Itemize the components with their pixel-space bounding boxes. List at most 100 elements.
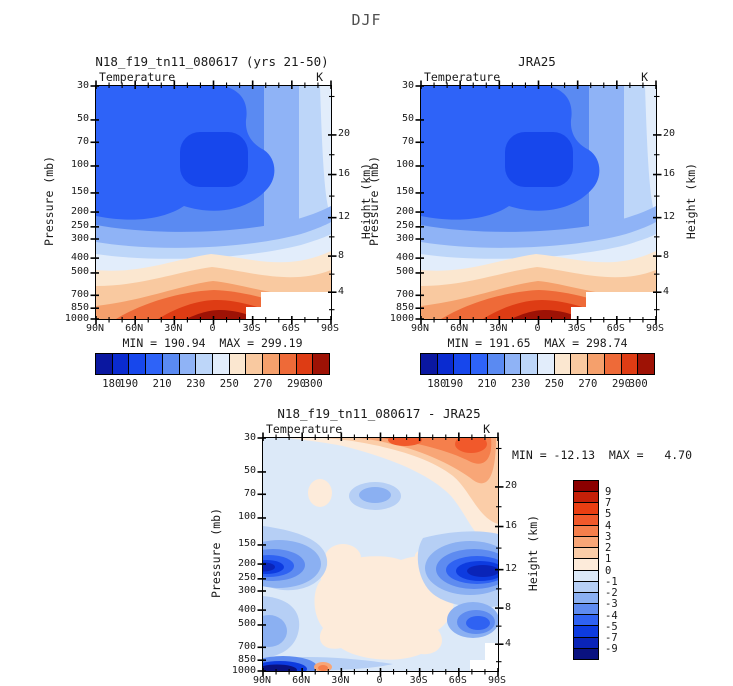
pressure-tick-label: 150 bbox=[70, 186, 89, 198]
colorbar-tick-label: -1 bbox=[605, 575, 618, 588]
colorbar-tick-label: 0 bbox=[605, 564, 612, 577]
colorbar-cell bbox=[504, 354, 522, 374]
pressure-tick-labels: 30 50 70 100 150 200 250 300 400 500 700 850 1000 bbox=[202, 432, 256, 676]
latitude-tick-labels: 90N 60N 30N 0 30S 60S 90S bbox=[253, 675, 506, 686]
pressure-tick-label: 200 bbox=[237, 557, 256, 569]
contour-plot-difference bbox=[257, 432, 504, 677]
latitude-tick-label: 60S bbox=[281, 323, 300, 334]
latitude-tick-label: 60N bbox=[125, 323, 144, 334]
colorbar-cell bbox=[604, 354, 622, 374]
colorbar-cell bbox=[179, 354, 197, 374]
height-tick-label: 8 bbox=[338, 249, 345, 261]
pressure-tick-label: 70 bbox=[401, 135, 414, 147]
height-tick-label: 8 bbox=[663, 249, 670, 261]
pressure-tick-label: 50 bbox=[401, 113, 414, 125]
pressure-tick-labels: 30 50 70 100 150 200 250 300 400 500 700 850 1000 bbox=[360, 80, 414, 324]
pressure-tick-label: 500 bbox=[395, 266, 414, 278]
pressure-tick-label: 700 bbox=[395, 288, 414, 300]
colorbar-cell bbox=[574, 570, 598, 582]
colorbar-cell bbox=[313, 354, 330, 374]
temperature-colorbar bbox=[95, 353, 330, 375]
latitude-tick-label: 0 bbox=[534, 323, 541, 334]
colorbar-cell bbox=[471, 354, 488, 374]
pressure-tick-label: 300 bbox=[237, 584, 256, 596]
colorbar-tick-label: -5 bbox=[605, 620, 618, 633]
latitude-tick-label: 30S bbox=[409, 675, 428, 686]
height-tick-label: 4 bbox=[338, 285, 345, 297]
latitude-tick-label: 0 bbox=[376, 675, 383, 686]
colorbar-cell bbox=[574, 648, 598, 659]
colorbar-tick-label: -7 bbox=[605, 632, 618, 644]
temperature-colorbar bbox=[420, 353, 655, 375]
height-tick-labels: 20 16 12 8 4 bbox=[663, 85, 703, 318]
colorbar-cell bbox=[574, 604, 598, 616]
panel-title: JRA25 bbox=[518, 54, 556, 69]
colorbar-cell bbox=[638, 354, 655, 374]
pressure-tick-label: 200 bbox=[70, 205, 89, 217]
panel-model: N18_f19_tn11_080617 (yrs 21-50) Temperat… bbox=[35, 50, 475, 400]
colorbar-cell bbox=[574, 637, 598, 649]
contour-plot-jra25 bbox=[415, 80, 662, 325]
temperature-contour-art bbox=[421, 86, 656, 319]
min-max-stats: MIN = -12.13 MAX = 4.70 bbox=[512, 448, 693, 462]
height-tick-label: 20 bbox=[663, 128, 676, 140]
colorbar-tick-label: 300 bbox=[628, 378, 648, 390]
height-tick-label: 12 bbox=[338, 211, 351, 223]
pressure-tick-label: 500 bbox=[237, 618, 256, 630]
colorbar-tick-label: 230 bbox=[511, 378, 531, 390]
pressure-tick-label: 850 bbox=[237, 653, 256, 665]
season-title: DJF bbox=[351, 11, 382, 29]
temperature-contour-art bbox=[96, 86, 331, 319]
temperature-contours bbox=[96, 86, 331, 319]
panel-jra25: JRA25 Temperature K Pressure (mb) Height… bbox=[360, 50, 733, 400]
latitude-tick-label: 60N bbox=[292, 675, 311, 686]
colorbar-tick-label: 2 bbox=[605, 542, 612, 554]
colorbar-tick-label: 270 bbox=[253, 378, 273, 390]
colorbar-cell bbox=[574, 492, 598, 504]
colorbar-tick-label: -9 bbox=[605, 643, 618, 656]
colorbar-tick-label: 250 bbox=[544, 378, 564, 390]
colorbar-cell bbox=[574, 481, 598, 493]
panel-difference: N18_f19_tn11_080617 - JRA25 Temperature … bbox=[202, 402, 692, 686]
field-label: Temperature bbox=[266, 422, 343, 436]
pressure-tick-label: 1000 bbox=[231, 664, 256, 676]
difference-colorbar-labels: 9 7 5 4 3 2 1 0 -1 -2 -3 -4 -5 -7 -9 bbox=[605, 480, 639, 660]
colorbar-cell bbox=[454, 354, 472, 374]
colorbar-cell bbox=[246, 354, 264, 374]
colorbar-tick-label: 290 bbox=[611, 378, 631, 390]
colorbar-tick-label: 300 bbox=[303, 378, 323, 390]
pressure-tick-label: 700 bbox=[70, 288, 89, 300]
colorbar-tick-label: 4 bbox=[605, 519, 612, 532]
colorbar-tick-label: 250 bbox=[219, 378, 239, 390]
latitude-tick-label: 30N bbox=[331, 675, 350, 686]
pressure-tick-label: 100 bbox=[395, 159, 414, 171]
temperature-colorbar-labels: 180 190 210 230 250 270 290 300 bbox=[95, 378, 330, 390]
latitude-tick-label: 90S bbox=[645, 323, 665, 334]
latitude-tick-label: 30N bbox=[164, 323, 183, 334]
units-label: K bbox=[483, 422, 490, 436]
colorbar-tick-label: -3 bbox=[605, 598, 618, 611]
colorbar-cell bbox=[229, 354, 247, 374]
colorbar-cell bbox=[162, 354, 180, 374]
latitude-tick-label: 90N bbox=[252, 675, 272, 686]
pressure-tick-label: 300 bbox=[70, 232, 89, 244]
pressure-tick-label: 30 bbox=[76, 79, 89, 91]
pressure-tick-label: 70 bbox=[76, 135, 89, 147]
colorbar-cell bbox=[574, 581, 598, 593]
colorbar-cell bbox=[574, 503, 598, 515]
colorbar-cell bbox=[296, 354, 314, 374]
colorbar-tick-label: 290 bbox=[286, 378, 306, 390]
colorbar-cell bbox=[421, 354, 438, 374]
colorbar-cell bbox=[574, 626, 598, 638]
colorbar-cell bbox=[437, 354, 455, 374]
colorbar-cell bbox=[521, 354, 539, 374]
pressure-tick-label: 30 bbox=[243, 431, 256, 443]
colorbar-cell bbox=[279, 354, 297, 374]
latitude-tick-label: 30S bbox=[242, 323, 261, 334]
height-tick-label: 4 bbox=[663, 285, 670, 297]
colorbar-cell bbox=[196, 354, 214, 374]
pressure-tick-label: 500 bbox=[70, 266, 89, 278]
height-tick-labels: 20 16 12 8 4 bbox=[338, 85, 378, 318]
pressure-tick-label: 30 bbox=[401, 79, 414, 91]
latitude-tick-label: 90N bbox=[410, 323, 430, 334]
